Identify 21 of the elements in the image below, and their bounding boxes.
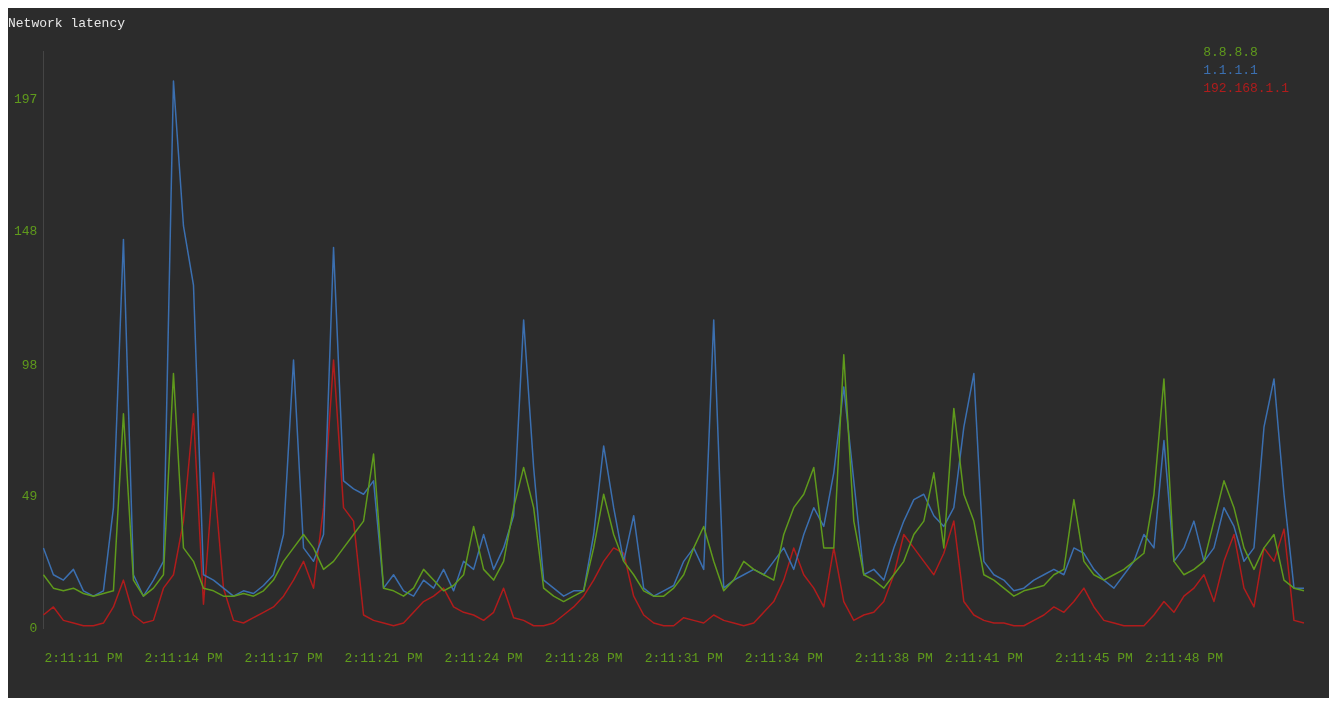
x-tick-label: 2:11:31 PM xyxy=(644,650,723,666)
x-tick-label: 2:11:24 PM xyxy=(444,650,523,666)
text: 192.168.1.1 xyxy=(1203,80,1289,98)
text: 8.8.8.8 xyxy=(1203,44,1259,62)
chart-title: Network latency xyxy=(8,16,126,32)
y-tick-label: 197 xyxy=(14,92,38,108)
x-tick-label: 2:11:21 PM xyxy=(344,650,423,666)
x-tick-label: 2:11:17 PM xyxy=(244,650,323,666)
x-tick-label: 2:11:41 PM xyxy=(944,650,1023,666)
y-tick-label: 49 xyxy=(21,489,38,505)
x-tick-label: 2:11:11 PM xyxy=(44,650,123,666)
x-tick-label: 2:11:48 PM xyxy=(1144,650,1223,666)
text: 1.1.1.1 xyxy=(1203,62,1259,80)
x-tick-label: 2:11:14 PM xyxy=(144,650,223,666)
x-tick-label: 2:11:45 PM xyxy=(1054,650,1133,666)
x-tick-label: 2:11:28 PM xyxy=(544,650,623,666)
y-tick-label: 148 xyxy=(14,223,38,239)
y-tick-label: 0 xyxy=(29,620,38,636)
x-tick-label: 2:11:34 PM xyxy=(744,650,823,666)
y-tick-label: 98 xyxy=(21,357,38,373)
x-tick-label: 2:11:38 PM xyxy=(854,650,933,666)
